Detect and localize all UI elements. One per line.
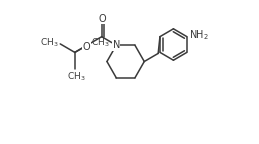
Text: O: O [83,42,90,52]
Text: CH$_3$: CH$_3$ [40,37,58,49]
Text: CH$_3$: CH$_3$ [67,71,85,84]
Text: CH$_3$: CH$_3$ [90,37,109,50]
Text: NH$_2$: NH$_2$ [189,29,209,42]
Text: N: N [113,40,120,50]
Text: O: O [99,14,106,24]
